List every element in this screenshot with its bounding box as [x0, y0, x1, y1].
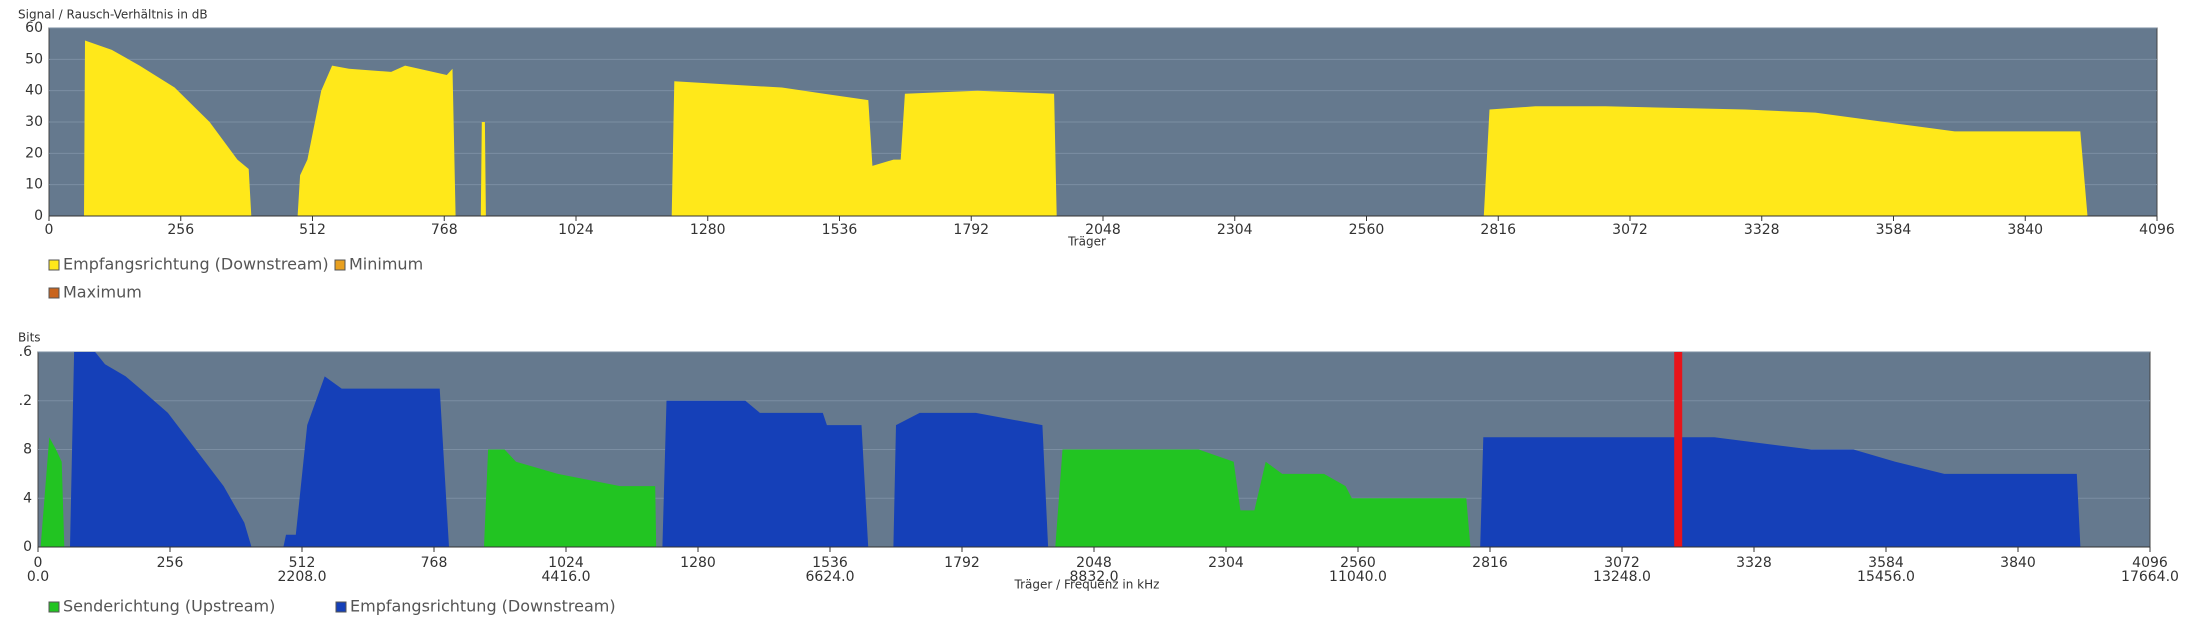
- legend-swatch: [335, 601, 347, 613]
- legend-label: Minimum: [349, 255, 423, 274]
- x-tick-label: 1792: [953, 222, 989, 238]
- legend-swatch: [48, 259, 60, 271]
- x2-tick-label: 4416.0: [542, 569, 591, 585]
- x2-tick-label: 0.0: [27, 569, 49, 585]
- x-tick-label: 2816: [1472, 555, 1508, 571]
- legend-label: Empfangsrichtung (Downstream): [63, 255, 329, 274]
- x-tick-label: 1280: [690, 222, 726, 238]
- x-tick-label: 2816: [1480, 222, 1516, 238]
- x-tick-label: 256: [157, 555, 184, 571]
- x-tick-label: 512: [299, 222, 326, 238]
- x-tick-label: 2048: [1085, 222, 1121, 238]
- x-tick-label: 4096: [2132, 555, 2168, 571]
- legend-swatch: [48, 601, 60, 613]
- x-tick-label: 3584: [1868, 555, 1904, 571]
- area: [40, 437, 1471, 547]
- x-tick-label: 2304: [1217, 222, 1253, 238]
- legend-swatch: [334, 259, 346, 271]
- y-tick-label: .2: [19, 393, 32, 409]
- chart-title: Bits: [18, 331, 41, 345]
- x-tick-label: 0: [45, 222, 54, 238]
- y-tick-label: 0: [23, 539, 32, 555]
- x-tick-label: 3072: [1612, 222, 1648, 238]
- x2-tick-label: 11040.0: [1329, 569, 1387, 585]
- x-tick-label: 256: [167, 222, 194, 238]
- y-tick-label: 10: [25, 177, 43, 193]
- x-tick-label: 1536: [822, 222, 858, 238]
- x-tick-label: 1024: [558, 222, 594, 238]
- x-tick-label: 3328: [1736, 555, 1772, 571]
- x-axis-label: Träger: [1067, 235, 1106, 249]
- x-axis-label: Träger / Frequenz in kHz: [1014, 578, 1160, 592]
- area: [84, 40, 2088, 216]
- y-tick-label: 50: [25, 51, 43, 67]
- x2-tick-label: 13248.0: [1593, 569, 1651, 585]
- x2-tick-label: 6624.0: [806, 569, 855, 585]
- x-tick-label: 768: [431, 222, 458, 238]
- x-tick-label: 512: [289, 555, 316, 571]
- legend-label: Empfangsrichtung (Downstream): [350, 597, 616, 616]
- legend-swatch: [48, 287, 60, 299]
- x-tick-label: 2560: [1349, 222, 1385, 238]
- x2-tick-label: 8832.0: [1070, 569, 1119, 585]
- y-tick-label: 60: [25, 20, 43, 36]
- chart-title: Signal / Rausch-Verhältnis in dB: [18, 8, 208, 22]
- area: [70, 352, 2081, 547]
- x-tick-label: 2560: [1340, 555, 1376, 571]
- x-tick-label: 0: [34, 555, 43, 571]
- y-tick-label: 0: [34, 208, 43, 224]
- x-tick-label: 2304: [1208, 555, 1244, 571]
- y-tick-label: 4: [23, 490, 32, 506]
- x-tick-label: 3072: [1604, 555, 1640, 571]
- legend-label: Maximum: [63, 283, 142, 302]
- x-tick-label: 1536: [812, 555, 848, 571]
- x-tick-label: 3584: [1876, 222, 1912, 238]
- y-tick-label: 30: [25, 114, 43, 130]
- x-tick-label: 3328: [1744, 222, 1780, 238]
- legend-label: Senderichtung (Upstream): [63, 597, 275, 616]
- x2-tick-label: 15456.0: [1857, 569, 1915, 585]
- x-tick-label: 768: [421, 555, 448, 571]
- x2-tick-label: 17664.0: [2121, 569, 2179, 585]
- x-tick-label: 4096: [2139, 222, 2175, 238]
- x-tick-label: 3840: [2000, 555, 2036, 571]
- y-tick-label: 20: [25, 145, 43, 161]
- x-tick-label: 3840: [2007, 222, 2043, 238]
- x-tick-label: 1024: [548, 555, 584, 571]
- x-tick-label: 1792: [944, 555, 980, 571]
- y-tick-label: 40: [25, 83, 43, 99]
- x-tick-label: 2048: [1076, 555, 1112, 571]
- x-tick-label: 1280: [680, 555, 716, 571]
- y-tick-label: .6: [19, 344, 32, 360]
- x2-tick-label: 2208.0: [278, 569, 327, 585]
- y-tick-label: 8: [23, 442, 32, 458]
